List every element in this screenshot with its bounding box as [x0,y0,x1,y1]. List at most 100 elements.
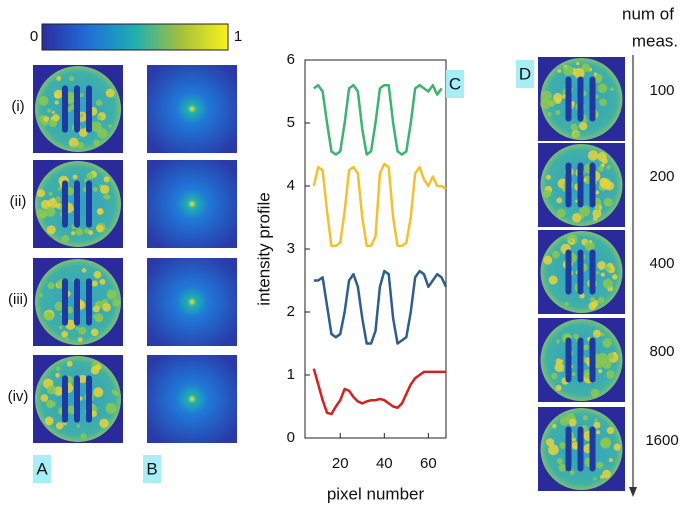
image-speck [104,193,111,200]
image-bar [577,162,584,208]
image-speck [79,113,84,118]
x-tick-label: 20 [332,455,349,472]
image-speck [555,384,562,391]
image-speck [92,305,100,313]
image-speck [80,433,87,440]
y-tick-label: 1 [287,366,295,383]
image-speck [95,301,100,306]
line-series [313,83,443,156]
row-label: (iv) [8,388,29,405]
image-speck [88,230,94,236]
image-speck [47,198,58,209]
y-tick-label: 0 [287,429,295,446]
y-tick-label: 2 [287,303,295,320]
image-speck [93,139,100,146]
image-speck [44,311,54,321]
image-speck [556,197,563,204]
image-speck [576,61,580,66]
image-speck [571,372,576,377]
image-speck [592,329,602,338]
image-speck [602,469,611,479]
image-speck [71,231,76,236]
image-bar [74,85,80,133]
image-speck [44,416,54,426]
image-speck [556,457,563,465]
image [147,160,237,248]
image-speck [54,301,64,311]
image-speck [548,99,556,107]
line-series [312,162,447,248]
image-speck [548,275,558,285]
image-speck [600,178,611,190]
y-axis-label: intensity profile [254,192,273,305]
image-speck [541,90,552,102]
image-speck [593,72,598,76]
image [147,65,237,153]
colorbar-tick-label: 1 [234,28,242,45]
image-speck [601,437,611,448]
image-bar [86,278,92,326]
line-series [312,368,446,416]
image-speck [562,94,567,99]
image-speck [582,118,588,123]
image-speck [86,172,94,180]
image-speck [597,260,606,270]
image-bar [589,426,596,472]
image-speck [588,302,597,310]
image-bar [589,162,596,208]
image-speck [554,362,565,373]
image-speck [96,208,103,215]
image-speck [559,416,570,426]
image-speck [607,352,615,360]
image-speck [77,141,84,149]
image-speck [569,470,575,476]
image-bar [565,249,572,295]
image-speck [72,174,78,180]
y-tick-label: 4 [287,177,295,194]
image-speck [99,278,106,285]
image-speck [78,326,87,335]
image-speck [568,238,573,243]
image-speck [69,76,75,82]
panel-label-bg [516,60,534,88]
image-speck [587,150,599,161]
row-label: (i) [11,98,24,115]
image-bar [86,375,92,423]
image-speck [96,224,104,233]
image-bar [62,375,68,423]
image-speck [55,366,61,372]
image-bar [62,180,68,228]
image-speck [583,344,589,351]
image-speck [55,196,61,203]
image-bar [74,278,80,326]
image [147,355,237,443]
image-bar [565,337,572,383]
image-speck [93,387,104,398]
image-speck [597,296,605,304]
image-speck [582,415,588,421]
image-speck [55,422,64,430]
image-speck [46,225,56,235]
image-speck [65,337,69,341]
image-speck [547,112,552,117]
image-speck [540,98,551,110]
image-speck [61,330,68,338]
image [147,258,237,346]
image-speck [79,128,88,137]
measurement-title: num of [622,4,674,23]
image-speck [613,351,617,355]
image-speck [554,97,562,105]
image-speck [105,88,115,98]
image-speck [552,424,557,429]
image-bar [577,426,584,472]
image-speck [99,418,109,428]
panel-label-bg [143,455,161,483]
image-bar [589,249,596,295]
image-speck [72,145,76,149]
image-speck [67,91,75,100]
image-bar [86,85,92,133]
image-speck [597,352,608,364]
image-speck [51,110,55,114]
image-speck [47,108,52,113]
image-speck [48,191,53,196]
